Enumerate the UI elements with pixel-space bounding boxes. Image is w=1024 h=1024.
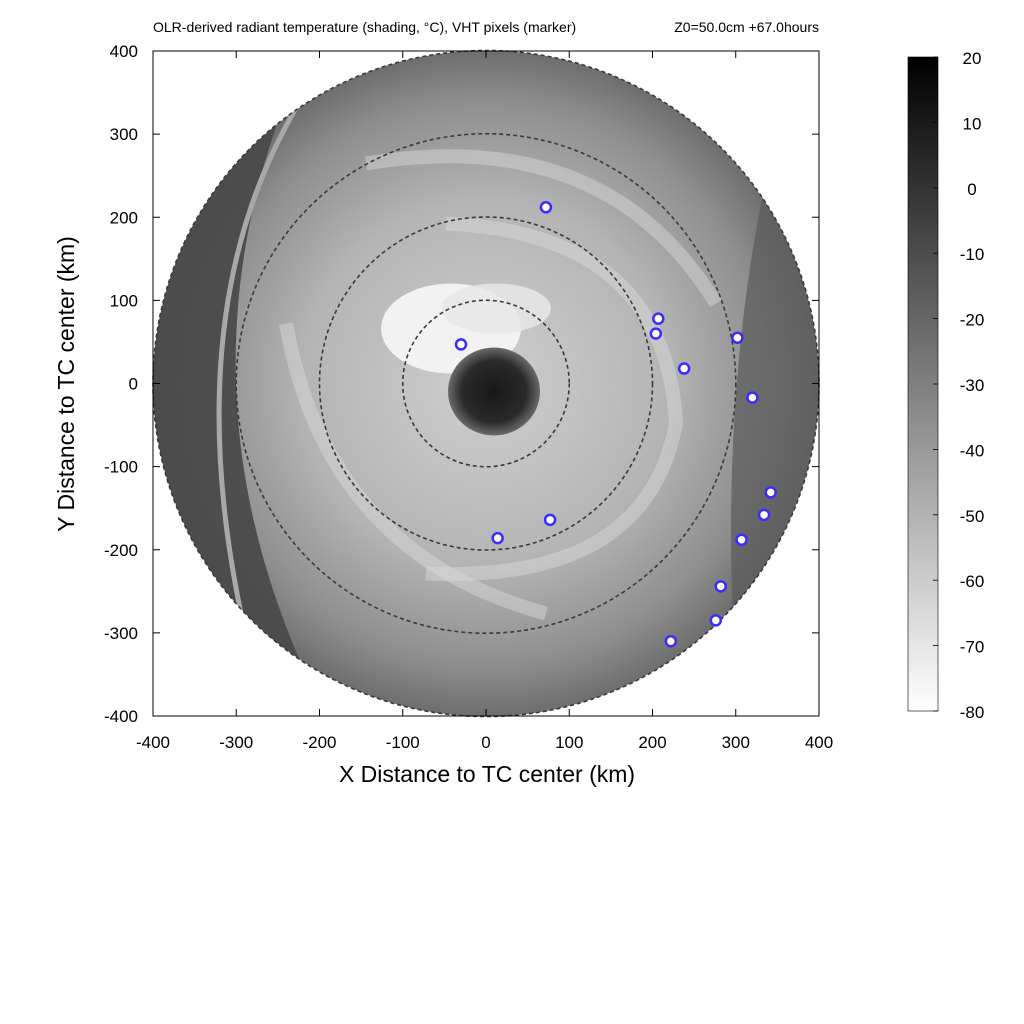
vht-marker [731, 331, 744, 345]
x-tick-label: 200 [638, 733, 666, 752]
vht-marker [664, 634, 678, 648]
chart-title: OLR-derived radiant temperature (shading… [153, 19, 576, 35]
x-axis: -400 -300 -200 -100 0 100 200 300 400 [136, 51, 833, 752]
y-tick-label: 300 [110, 125, 138, 144]
range-ring [401, 299, 571, 468]
vht-marker [746, 391, 759, 404]
x-axis-label: X Distance to TC center (km) [339, 761, 635, 787]
vht-marker [539, 201, 553, 214]
vht-markers [454, 201, 777, 648]
colorbar-tick-label: 10 [963, 114, 982, 133]
x-tick-label: 0 [481, 733, 490, 752]
x-tick-label: 300 [722, 733, 750, 752]
vht-marker [491, 531, 504, 545]
vht-marker [454, 338, 468, 351]
colorbar-tick-label: 20 [963, 49, 982, 68]
olr-shading [153, 50, 819, 716]
y-tick-label: -400 [104, 707, 138, 726]
vht-marker [757, 508, 771, 522]
vht-marker [649, 327, 663, 340]
colorbar-tick-label: -80 [960, 703, 985, 722]
colorbar-tick-label: -20 [960, 311, 985, 330]
y-tick-label: -200 [104, 541, 138, 560]
x-tick-label: -300 [219, 733, 253, 752]
y-tick-label: 0 [129, 375, 138, 394]
colorbar-tick-label: -10 [960, 245, 985, 264]
x-tick-label: -200 [302, 733, 336, 752]
range-ring [318, 216, 654, 551]
vht-marker [735, 533, 748, 547]
colorbar-tick-label: 0 [967, 180, 976, 199]
colorbar-tick-label: -30 [960, 376, 985, 395]
y-tick-label: -300 [104, 624, 138, 643]
vht-marker [709, 614, 723, 627]
x-tick-label: -100 [386, 733, 420, 752]
colorbar-ticks: 20 10 0 -10 -20 -30 -40 -50 -60 -70 -80 [933, 49, 984, 722]
colorbar-tick-label: -70 [960, 638, 985, 657]
vht-marker [764, 486, 777, 499]
vht-marker [677, 362, 691, 375]
vht-marker [714, 580, 728, 593]
colorbar-tick-label: -60 [960, 572, 985, 591]
y-tick-label: -100 [104, 458, 138, 477]
x-tick-label: 100 [555, 733, 583, 752]
range-ring [235, 132, 737, 635]
y-axis: 400 300 200 100 0 -100 -200 -300 -400 [104, 42, 819, 726]
colorbar-tick-label: -50 [960, 507, 985, 526]
colorbar-tick-label: -40 [960, 441, 985, 460]
vht-marker [652, 312, 665, 325]
chart-title-right: Z0=50.0cm +67.0hours [674, 19, 819, 35]
x-tick-label: 400 [805, 733, 833, 752]
y-tick-label: 100 [110, 291, 138, 310]
y-axis-label: Y Distance to TC center (km) [53, 236, 79, 532]
x-tick-label: -400 [136, 733, 170, 752]
y-tick-label: 200 [110, 208, 138, 227]
y-tick-label: 400 [110, 42, 138, 61]
vht-marker [543, 513, 557, 527]
